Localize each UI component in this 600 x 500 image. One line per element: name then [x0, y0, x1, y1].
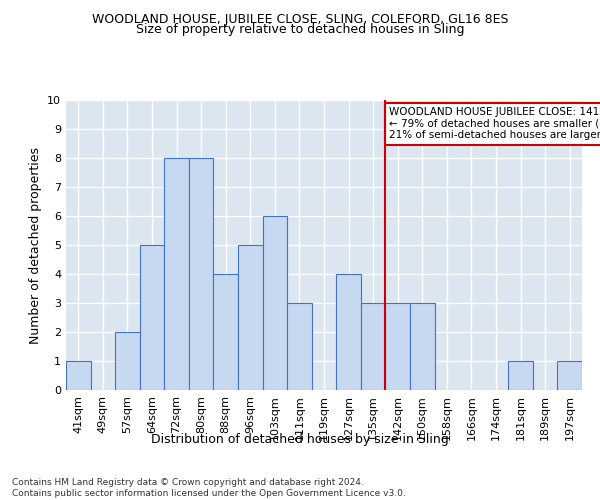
Bar — [214, 274, 238, 390]
Bar — [263, 216, 287, 390]
Bar — [66, 361, 91, 390]
Bar — [238, 245, 263, 390]
Bar — [361, 303, 385, 390]
Text: Size of property relative to detached houses in Sling: Size of property relative to detached ho… — [136, 22, 464, 36]
Bar — [385, 303, 410, 390]
Text: WOODLAND HOUSE, JUBILEE CLOSE, SLING, COLEFORD, GL16 8ES: WOODLAND HOUSE, JUBILEE CLOSE, SLING, CO… — [92, 12, 508, 26]
Text: Distribution of detached houses by size in Sling: Distribution of detached houses by size … — [151, 432, 449, 446]
Text: Contains HM Land Registry data © Crown copyright and database right 2024.
Contai: Contains HM Land Registry data © Crown c… — [12, 478, 406, 498]
Bar — [115, 332, 140, 390]
Bar — [140, 245, 164, 390]
Bar — [557, 361, 582, 390]
Bar — [336, 274, 361, 390]
Bar — [410, 303, 434, 390]
Bar — [189, 158, 214, 390]
Bar — [164, 158, 189, 390]
Y-axis label: Number of detached properties: Number of detached properties — [29, 146, 41, 344]
Text: WOODLAND HOUSE JUBILEE CLOSE: 141sqm
← 79% of detached houses are smaller (46)
2: WOODLAND HOUSE JUBILEE CLOSE: 141sqm ← 7… — [389, 108, 600, 140]
Bar — [287, 303, 312, 390]
Bar — [508, 361, 533, 390]
